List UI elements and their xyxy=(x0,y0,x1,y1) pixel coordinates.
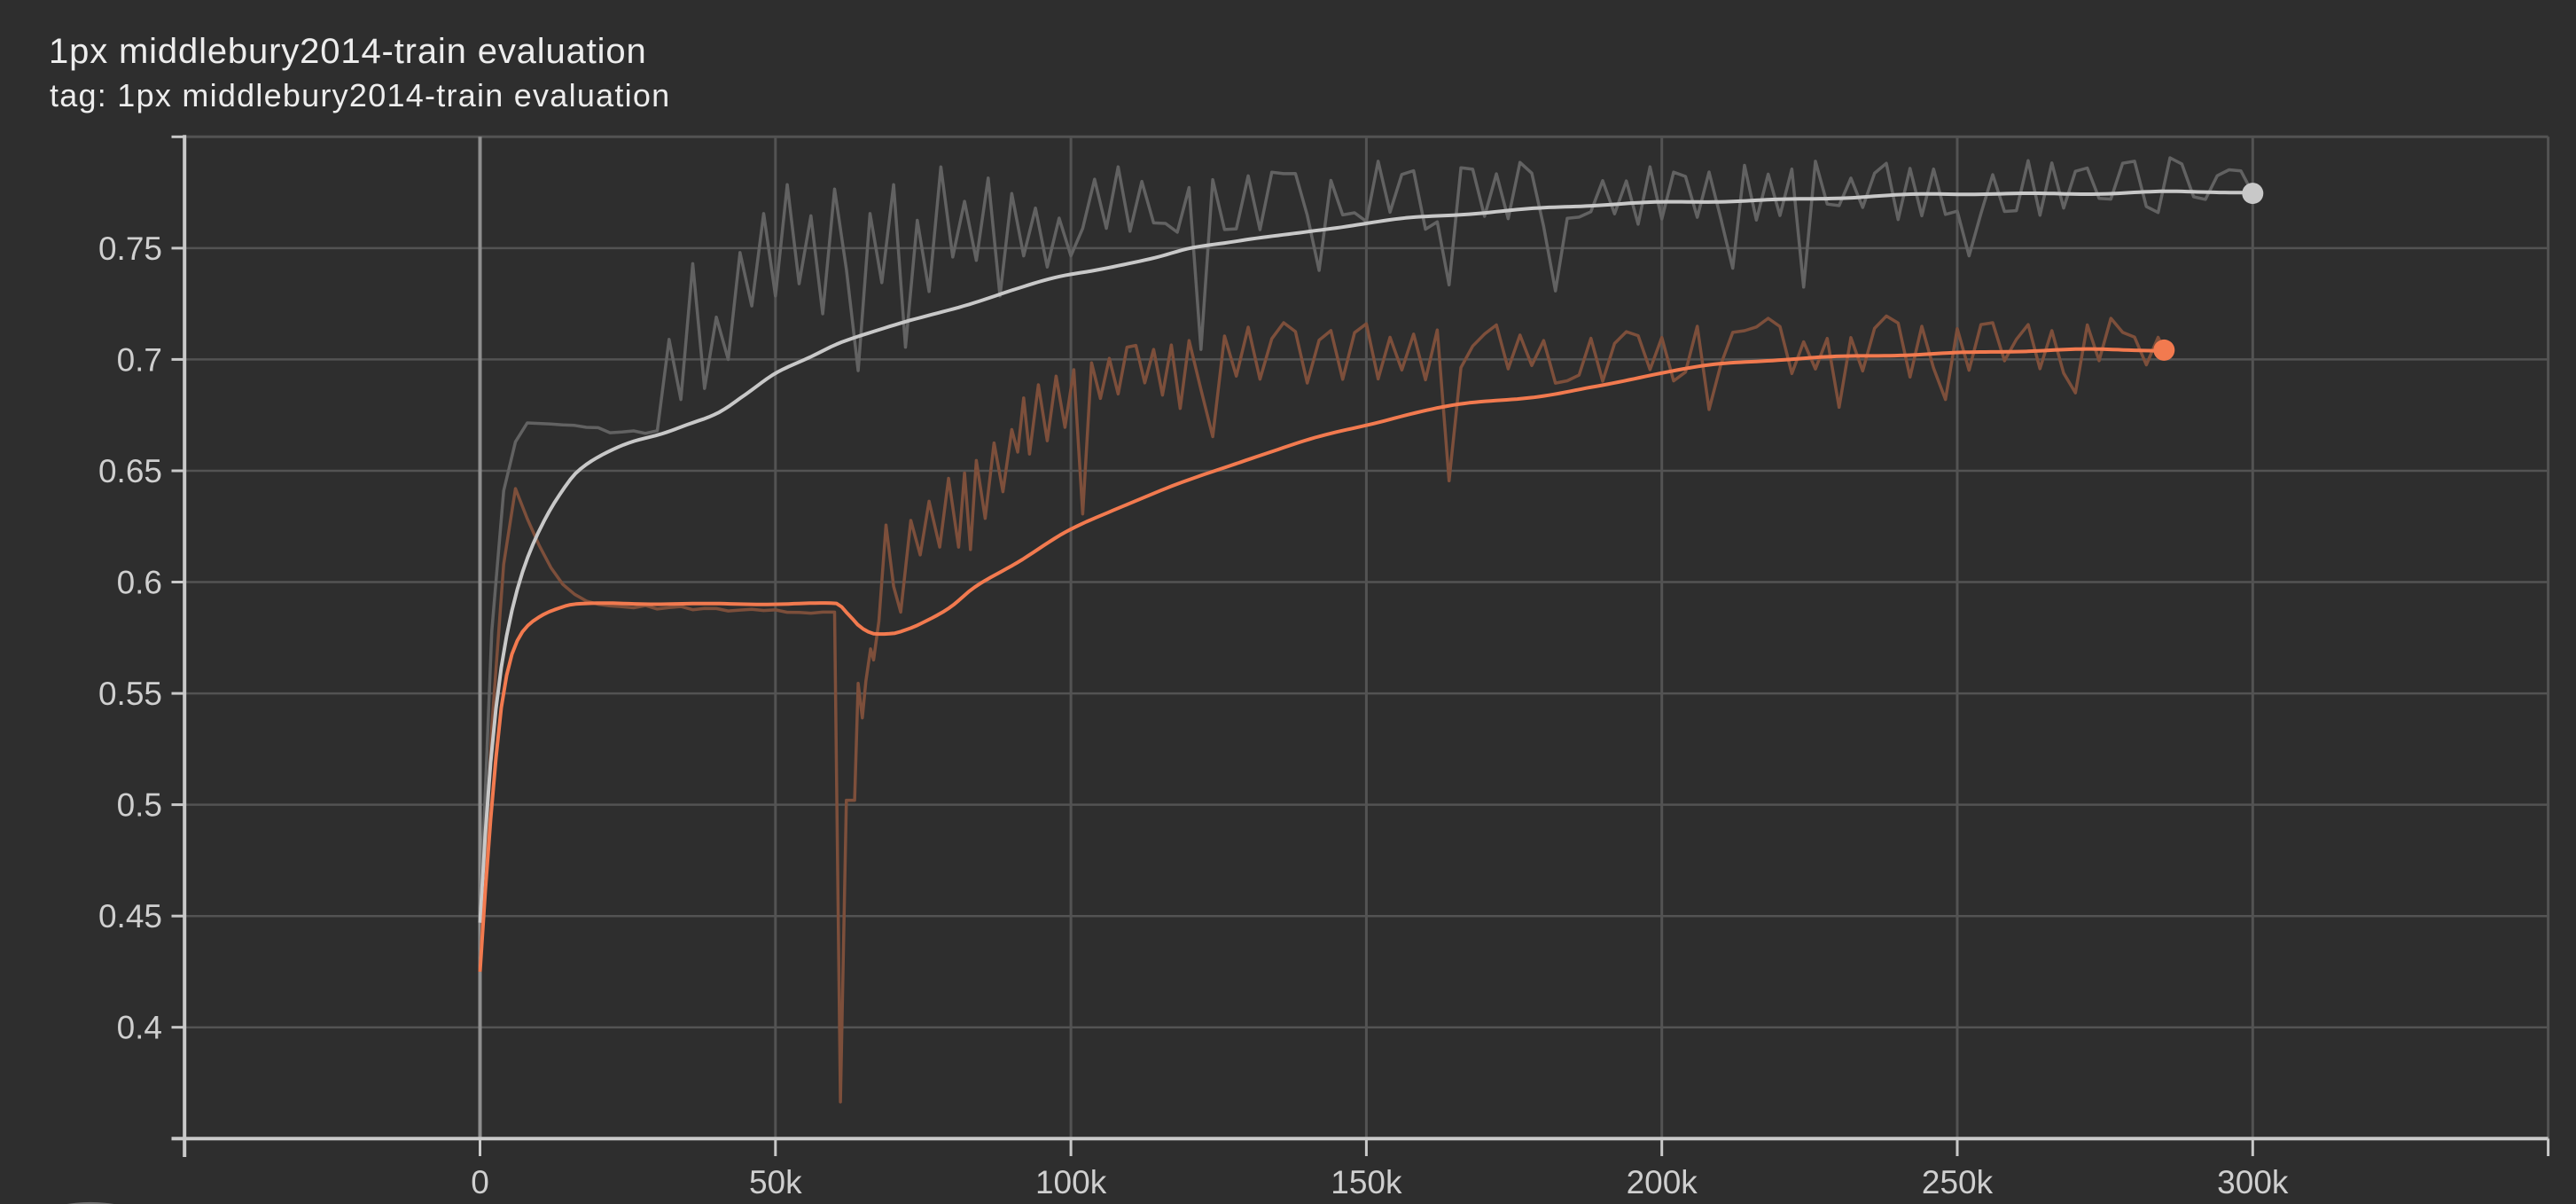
svg-text:0.65: 0.65 xyxy=(98,453,162,489)
svg-text:0.6: 0.6 xyxy=(117,565,162,601)
svg-text:0.7: 0.7 xyxy=(117,341,162,378)
svg-text:200k: 200k xyxy=(1627,1164,1698,1200)
svg-text:0.5: 0.5 xyxy=(117,787,162,824)
svg-text:0.4: 0.4 xyxy=(117,1010,162,1046)
svg-text:150k: 150k xyxy=(1331,1164,1402,1200)
svg-text:100k: 100k xyxy=(1035,1164,1107,1200)
svg-text:0: 0 xyxy=(471,1164,489,1200)
svg-text:50k: 50k xyxy=(749,1164,802,1200)
svg-text:0.55: 0.55 xyxy=(98,676,162,712)
svg-text:300k: 300k xyxy=(2217,1164,2289,1200)
svg-text:0.45: 0.45 xyxy=(98,898,162,934)
svg-text:250k: 250k xyxy=(1922,1164,1994,1200)
svg-text:0.75: 0.75 xyxy=(98,231,162,267)
